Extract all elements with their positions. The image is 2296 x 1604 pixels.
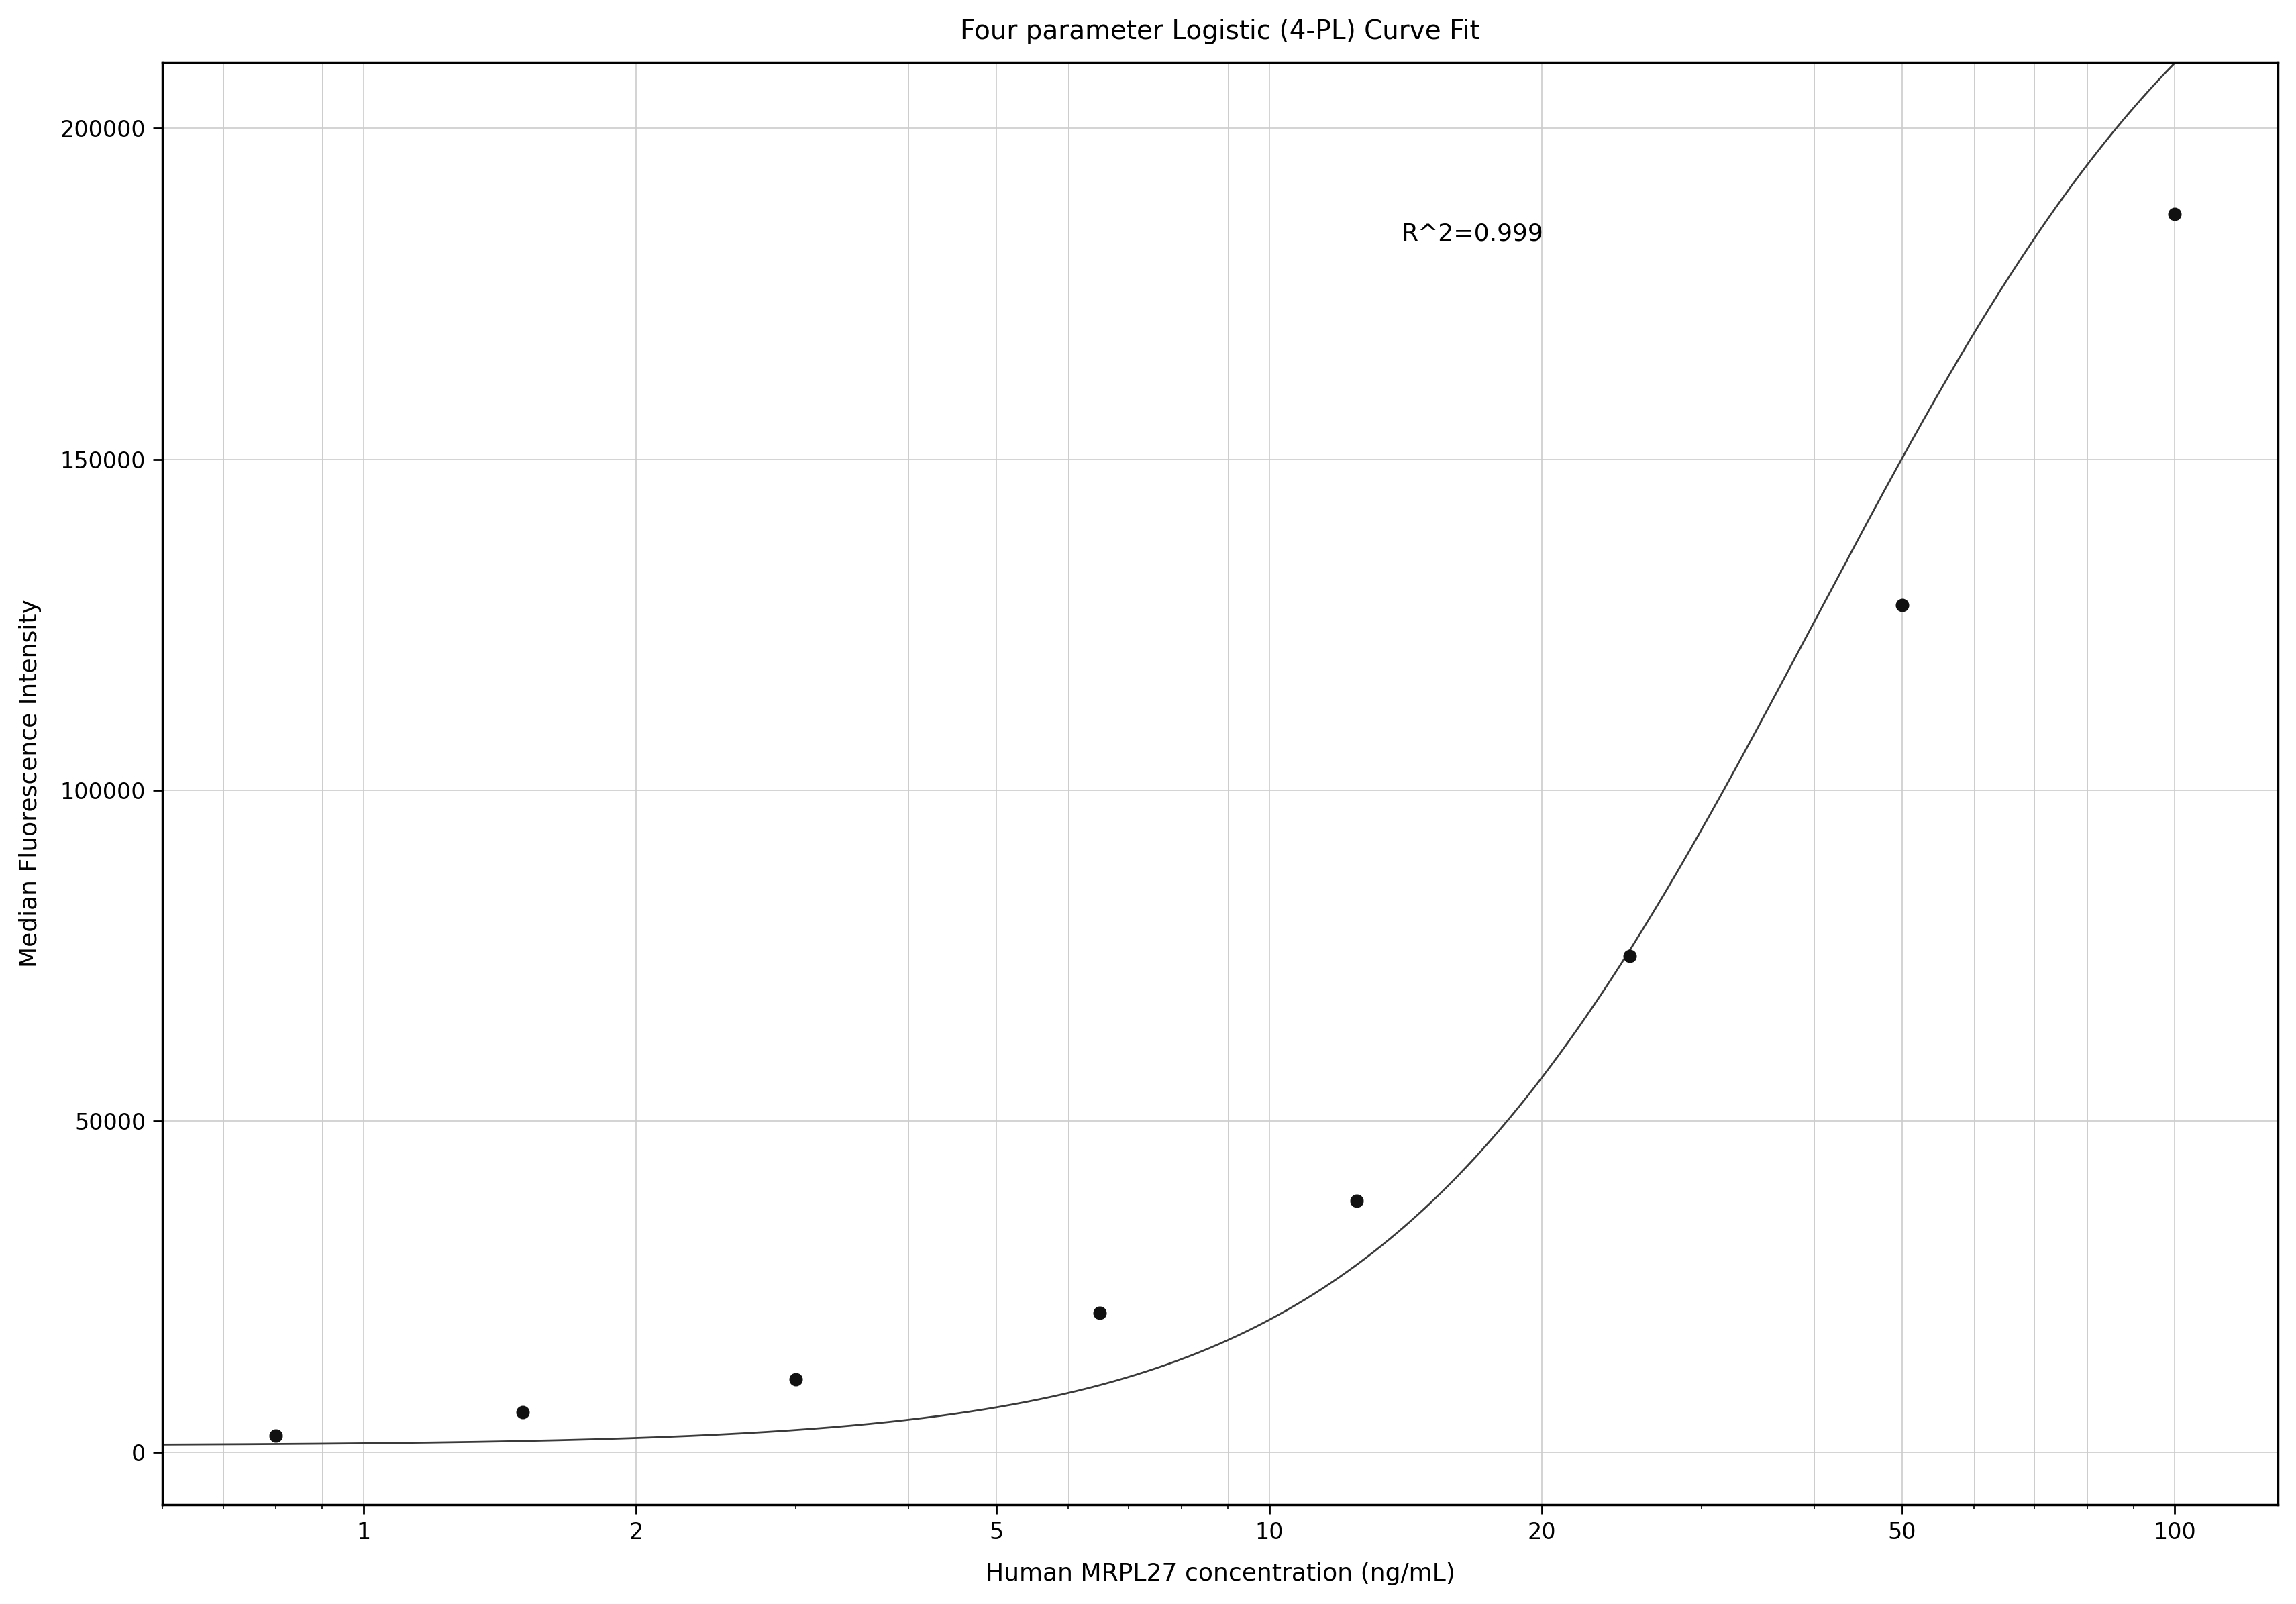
Point xyxy=(776,1367,813,1392)
Title: Four parameter Logistic (4-PL) Curve Fit: Four parameter Logistic (4-PL) Curve Fit xyxy=(960,19,1479,45)
Point xyxy=(1612,943,1649,969)
X-axis label: Human MRPL27 concentration (ng/mL): Human MRPL27 concentration (ng/mL) xyxy=(985,1562,1456,1585)
Text: R^2=0.999: R^2=0.999 xyxy=(1401,223,1543,245)
Point xyxy=(1883,592,1919,618)
Point xyxy=(1339,1187,1375,1213)
Point xyxy=(2156,202,2193,228)
Point xyxy=(1081,1301,1118,1327)
Y-axis label: Median Fluorescence Intensity: Median Fluorescence Intensity xyxy=(18,600,41,967)
Point xyxy=(257,1423,294,1448)
Point xyxy=(505,1400,542,1426)
